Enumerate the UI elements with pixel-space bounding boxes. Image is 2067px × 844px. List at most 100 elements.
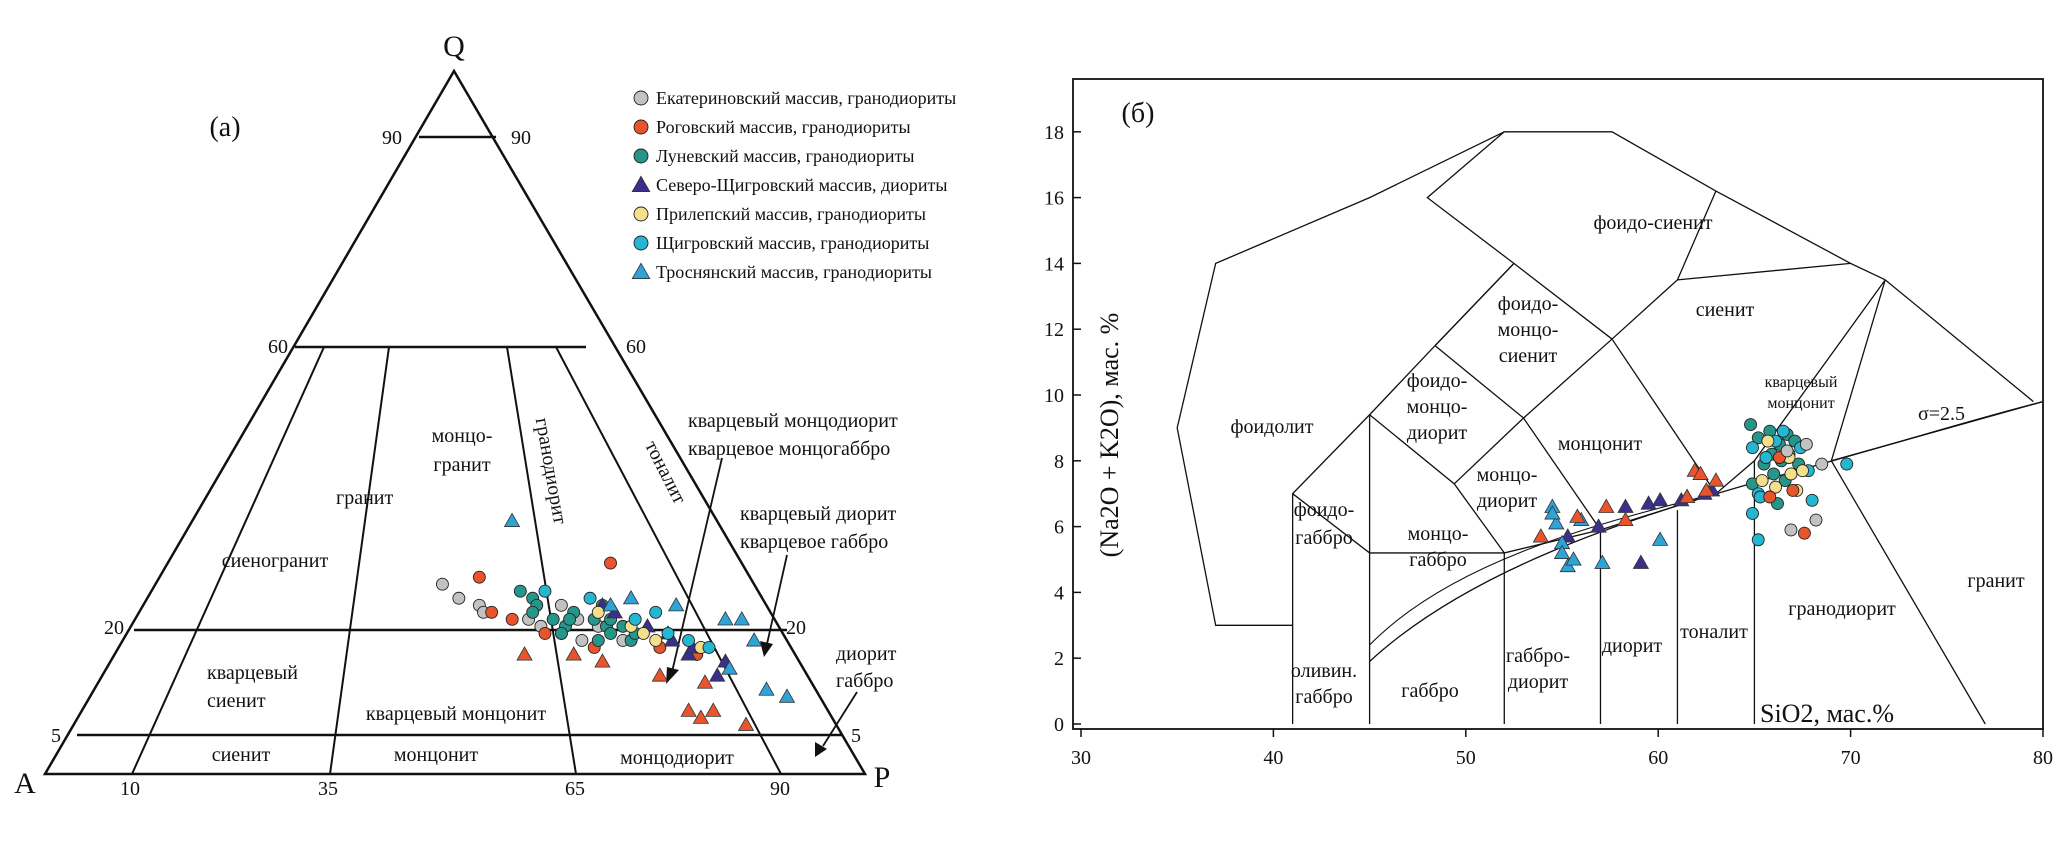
field-monzogranite-1: монцо-: [432, 425, 493, 447]
arrow-qd: [766, 554, 788, 645]
field-monzodiorite: монцодиорит: [620, 747, 734, 769]
field-gabbrodiorite-1: габбро-: [1506, 645, 1570, 667]
sigma-curve: [1369, 493, 1717, 646]
legend-label: Луневский массив, гранодиориты: [656, 146, 915, 166]
tas-point: [1707, 472, 1725, 487]
qap-point: [649, 633, 663, 647]
x-tick-label: 40: [1263, 747, 1283, 769]
tas-boundary: [1453, 417, 1524, 485]
qap-point: [622, 589, 640, 605]
legend-marker: [633, 206, 649, 222]
field-monzogabbro-1: монцо-: [1408, 523, 1469, 545]
tas-point: [1797, 526, 1811, 540]
qap-point: [575, 633, 589, 647]
qap-point: [604, 556, 617, 570]
field-gabbro-tas: габбро: [1401, 680, 1458, 702]
tas-boundary: [1677, 262, 1886, 281]
field-quartz-syenite-1: кварцевый: [207, 662, 298, 684]
tas-panel: 30 40 50 60 70 80 0 2 4 6 8 10 12 14 16 18 (б) (Na2O + …: [1044, 78, 2053, 769]
field-qmd-1: кварцевый монцодиорит: [688, 410, 898, 432]
qap-point: [472, 570, 486, 584]
legend-label: Троснянский массив, гранодиориты: [656, 262, 932, 282]
qap-point: [737, 716, 755, 731]
tas-point: [1651, 491, 1669, 507]
qap-point: [594, 653, 611, 668]
tas-point: [1796, 464, 1809, 478]
tas-point: [1594, 554, 1611, 569]
arrow-qmd-head: [666, 667, 679, 684]
qap-leader-arrows: [666, 457, 858, 757]
legend-marker: [631, 262, 651, 279]
qap-line-35: [329, 346, 390, 775]
qap-point: [661, 626, 675, 640]
qap-point: [721, 660, 738, 675]
field-syenite-tas: сиенит: [1696, 299, 1755, 321]
qap-point: [591, 633, 605, 647]
tas-point: [1532, 528, 1550, 543]
tick-right-90: 90: [511, 127, 531, 149]
tas-point: [1678, 488, 1696, 504]
tas-field-lines: [1176, 131, 2044, 725]
legend-item: Северо-Щигровский массив, диориты: [631, 175, 947, 195]
field-granite-tas: гранит: [1967, 570, 2024, 592]
y-tick-label: 12: [1044, 319, 1064, 341]
field-qd-1: кварцевый диорит: [740, 503, 897, 525]
field-granodiorite-tas: гранодиорит: [1788, 598, 1896, 620]
tas-point: [1751, 533, 1765, 547]
y-tick-label: 14: [1044, 253, 1064, 275]
tas-frame: [1072, 78, 2044, 730]
tas-point: [1640, 495, 1657, 510]
qap-point: [692, 709, 710, 724]
legend-item: Роговский массив, гранодиориты: [633, 117, 911, 137]
tas-point: [1553, 544, 1571, 559]
tas-point: [1698, 482, 1715, 497]
legend-label: Щигровский массив, гранодиориты: [656, 233, 929, 253]
tas-point: [1759, 451, 1773, 464]
tas-point: [1746, 506, 1759, 520]
tas-point: [1548, 515, 1565, 530]
legend-item: Щигровский массив, гранодиориты: [633, 233, 929, 253]
tas-point: [1692, 465, 1709, 480]
qap-point: [628, 612, 642, 626]
tick-base-10: 10: [120, 778, 140, 800]
field-foidolite: фоидолит: [1231, 416, 1314, 438]
tas-point: [1617, 498, 1634, 513]
tick-right-60: 60: [626, 336, 646, 358]
qap-point: [583, 591, 597, 605]
legend-label: Северо-Щигровский массив, диориты: [656, 175, 947, 195]
qap-point: [682, 633, 695, 647]
field-diorite-tas: диорит: [1602, 635, 1663, 657]
legend-item: Прилепский массив, гранодиориты: [633, 204, 926, 224]
field-foid-gabbro-1: фоидо-: [1294, 499, 1355, 521]
tick-right-20: 20: [786, 617, 806, 639]
arrow-dg-head: [815, 742, 827, 757]
qap-point: [717, 611, 734, 626]
field-granite: гранит: [336, 487, 393, 509]
qap-point: [758, 681, 775, 696]
tas-point: [1809, 513, 1823, 527]
qap-point: [526, 605, 540, 619]
field-syenogranite: сиеногранит: [222, 550, 329, 572]
tas-point: [1776, 424, 1790, 438]
qap-point: [745, 632, 763, 647]
field-foid-monzodiorite-3: диорит: [1407, 422, 1468, 444]
tas-boundary: [1830, 279, 1986, 725]
field-monzogabbro-2: габбро: [1409, 549, 1466, 571]
tas-point: [1815, 457, 1829, 471]
qap-triangle-outline: [42, 68, 868, 776]
legend-marker: [631, 175, 651, 192]
panel-b-label: (б): [1122, 98, 1155, 129]
x-tick-label: 70: [1841, 747, 1861, 769]
qap-point: [606, 604, 623, 619]
tas-point: [1763, 490, 1777, 504]
legend-marker: [633, 119, 649, 135]
qap-point: [554, 598, 568, 612]
legend-marker: [633, 148, 649, 164]
legend-item: Луневский массив, гранодиориты: [633, 146, 915, 166]
tick-base-35: 35: [318, 778, 338, 800]
legend-label: Роговский массив, гранодиориты: [656, 117, 911, 137]
apex-q-label: Q: [443, 30, 465, 63]
alkaline-divider-curve: [1369, 400, 2044, 662]
qap-line-65: [506, 346, 577, 775]
